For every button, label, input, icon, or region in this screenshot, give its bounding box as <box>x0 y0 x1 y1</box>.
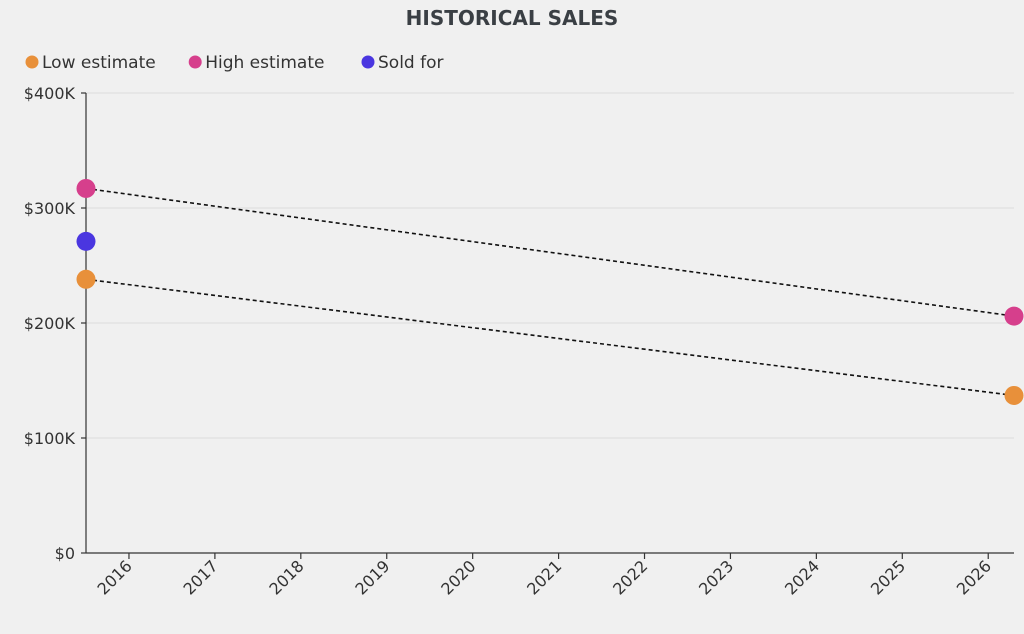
legend: Low estimate High estimate Sold for <box>25 53 444 73</box>
y-tick-label: $400K <box>24 84 76 103</box>
chart-title: HISTORICAL SALES <box>406 6 619 30</box>
point-low-estimate[interactable] <box>76 269 96 289</box>
point-high-estimate[interactable] <box>76 178 96 198</box>
point-high-estimate[interactable] <box>1004 306 1024 326</box>
x-tick-label: 2021 <box>523 556 565 598</box>
legend-item-high-estimate[interactable]: High estimate <box>188 53 325 73</box>
y-tick-label: $200K <box>24 314 76 333</box>
legend-label: Sold for <box>378 53 444 73</box>
x-tick-label: 2017 <box>179 556 221 598</box>
x-tick-label: 2023 <box>695 556 737 598</box>
x-tick-label: 2024 <box>781 556 823 598</box>
legend-label: Low estimate <box>42 53 156 73</box>
y-axis-ticks: $0 $100K $200K $300K $400K <box>24 84 86 563</box>
x-tick-label: 2019 <box>351 556 393 598</box>
data-points <box>76 178 1024 405</box>
x-tick-label: 2016 <box>94 556 136 598</box>
trend-lines <box>85 187 1015 397</box>
trend-line-high-estimate <box>85 187 1015 317</box>
x-axis-ticks: 2016 2017 2018 2019 2020 2021 2022 2023 2024 2025… <box>94 553 995 599</box>
x-tick-label: 2018 <box>265 556 307 598</box>
legend-label: High estimate <box>205 53 324 73</box>
legend-item-sold-for[interactable]: Sold for <box>361 53 444 73</box>
point-low-estimate[interactable] <box>1004 385 1024 405</box>
x-tick-label: 2025 <box>867 556 909 598</box>
x-tick-label: 2022 <box>609 556 651 598</box>
x-tick-label: 2020 <box>437 556 479 598</box>
y-tick-label: $0 <box>55 544 75 563</box>
legend-item-low-estimate[interactable]: Low estimate <box>25 53 156 73</box>
trend-line-low-estimate <box>85 278 1015 397</box>
grid-lines <box>86 92 1014 439</box>
point-sold-for[interactable] <box>76 231 96 251</box>
y-tick-label: $100K <box>24 429 76 448</box>
x-tick-label: 2026 <box>953 556 995 598</box>
legend-marker <box>188 55 202 69</box>
legend-marker <box>361 55 375 69</box>
legend-marker <box>25 55 39 69</box>
y-tick-label: $300K <box>24 199 76 218</box>
